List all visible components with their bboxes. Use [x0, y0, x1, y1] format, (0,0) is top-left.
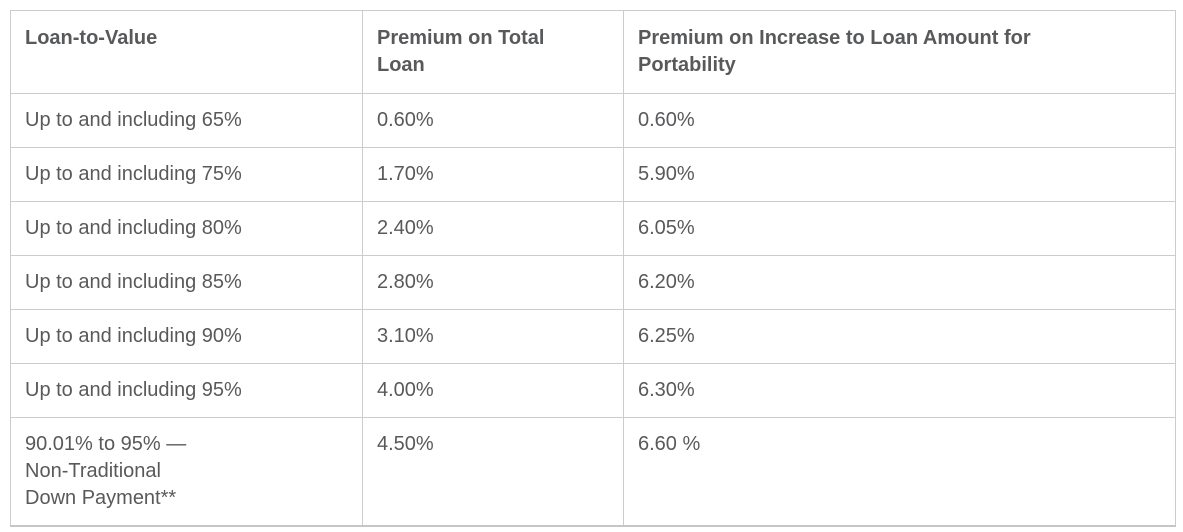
ltv-cell: Up to and including 65% [10, 93, 363, 148]
header-premium-increase-portability: Premium on Increase to Loan Amount for P… [623, 10, 1176, 94]
table-row: Up to and including 95% 4.00% 6.30% [10, 363, 1176, 418]
table-header: Loan-to-Value Premium on Total Loan Prem… [10, 10, 1176, 94]
header-row: Loan-to-Value Premium on Total Loan Prem… [10, 10, 1176, 94]
premium-increase-cell: 6.05% [623, 201, 1176, 256]
premium-total-cell: 4.50% [362, 417, 624, 527]
premium-increase-cell: 0.60% [623, 93, 1176, 148]
premium-increase-cell: 6.25% [623, 309, 1176, 364]
table-row: Up to and including 75% 1.70% 5.90% [10, 147, 1176, 202]
ltv-cell: 90.01% to 95% — Non-Traditional Down Pay… [10, 417, 363, 527]
ltv-cell: Up to and including 75% [10, 147, 363, 202]
table-row: Up to and including 85% 2.80% 6.20% [10, 255, 1176, 310]
table-row: Up to and including 65% 0.60% 0.60% [10, 93, 1176, 148]
premium-total-cell: 0.60% [362, 93, 624, 148]
table-row: Up to and including 90% 3.10% 6.25% [10, 309, 1176, 364]
ltv-cell: Up to and including 85% [10, 255, 363, 310]
header-loan-to-value: Loan-to-Value [10, 10, 363, 94]
premium-increase-cell: 6.60 % [623, 417, 1176, 527]
premium-total-cell: 1.70% [362, 147, 624, 202]
table-body: Up to and including 65% 0.60% 0.60% Up t… [10, 93, 1176, 527]
premium-total-cell: 3.10% [362, 309, 624, 364]
premium-total-cell: 4.00% [362, 363, 624, 418]
table-row: 90.01% to 95% — Non-Traditional Down Pay… [10, 417, 1176, 527]
premium-increase-cell: 6.30% [623, 363, 1176, 418]
ltv-cell: Up to and including 90% [10, 309, 363, 364]
ltv-cell: Up to and including 80% [10, 201, 363, 256]
premium-total-cell: 2.80% [362, 255, 624, 310]
ltv-cell: Up to and including 95% [10, 363, 363, 418]
table-row: Up to and including 80% 2.40% 6.05% [10, 201, 1176, 256]
header-premium-total-loan: Premium on Total Loan [362, 10, 624, 94]
premium-increase-cell: 6.20% [623, 255, 1176, 310]
premium-increase-cell: 5.90% [623, 147, 1176, 202]
premium-total-cell: 2.40% [362, 201, 624, 256]
premium-rate-table: Loan-to-Value Premium on Total Loan Prem… [10, 10, 1176, 527]
